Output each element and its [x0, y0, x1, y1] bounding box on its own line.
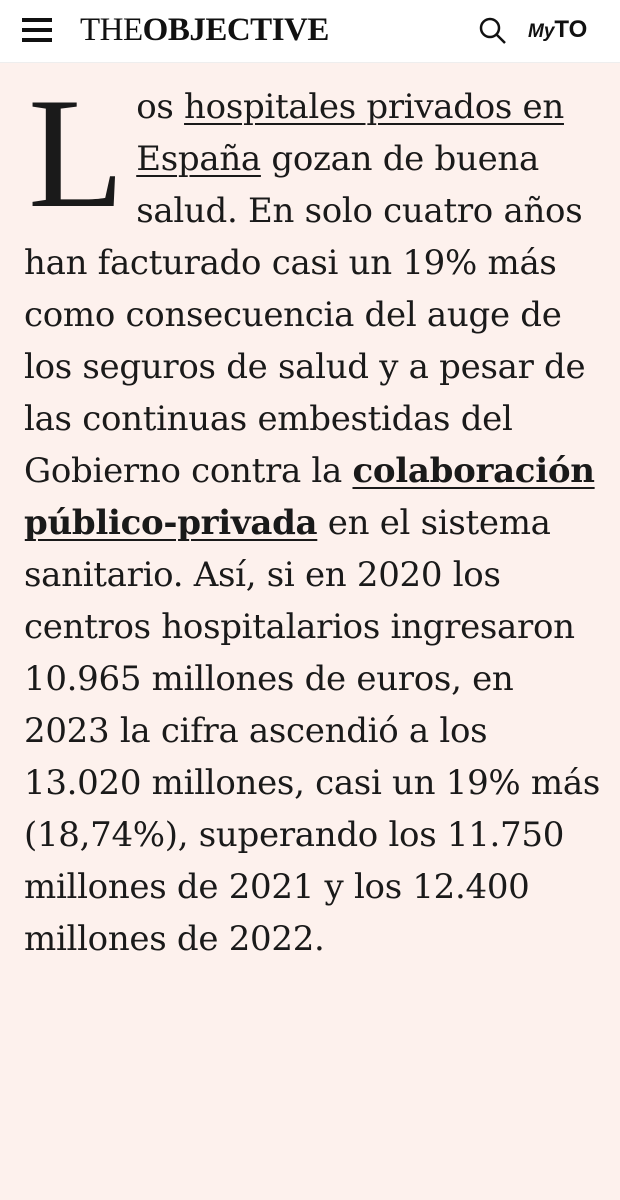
- logo-prefix: THE: [80, 12, 143, 48]
- search-icon[interactable]: [478, 16, 510, 48]
- account-main: TO: [554, 16, 588, 43]
- top-bar: THEOBJECTIVE MyTO: [0, 0, 620, 63]
- menu-icon[interactable]: [22, 16, 62, 46]
- account-prefix: My: [528, 21, 555, 42]
- logo[interactable]: THEOBJECTIVE: [80, 12, 329, 49]
- drop-cap: L: [28, 66, 125, 241]
- account-button[interactable]: MyTO: [528, 16, 587, 44]
- text: gozan de buena salud. En solo cuatro año…: [24, 139, 586, 491]
- logo-main: OBJECTIVE: [142, 12, 330, 48]
- text: os: [136, 87, 185, 127]
- link[interactable]: hospitales privados en España: [136, 87, 564, 179]
- text: en el sistema sanitario. Así, si en 2020…: [24, 503, 600, 959]
- link[interactable]: colaboración público-privada: [24, 451, 595, 543]
